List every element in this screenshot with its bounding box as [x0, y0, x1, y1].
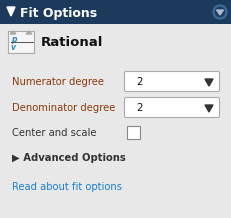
Text: v: v [11, 43, 16, 51]
Polygon shape [26, 31, 32, 34]
Text: Read about fit options: Read about fit options [12, 182, 122, 192]
FancyBboxPatch shape [0, 24, 231, 218]
Text: 2: 2 [136, 103, 142, 113]
Text: Numerator degree: Numerator degree [12, 77, 104, 87]
Text: Fit Options: Fit Options [20, 7, 97, 19]
FancyBboxPatch shape [125, 97, 219, 118]
Text: ▶ Advanced Options: ▶ Advanced Options [12, 153, 126, 163]
Text: Center and scale: Center and scale [12, 128, 97, 138]
FancyBboxPatch shape [8, 31, 34, 53]
Polygon shape [7, 7, 15, 16]
Text: Rational: Rational [41, 36, 103, 49]
Circle shape [213, 5, 227, 19]
FancyBboxPatch shape [0, 0, 231, 24]
FancyBboxPatch shape [127, 126, 140, 139]
Text: Denominator degree: Denominator degree [12, 103, 115, 113]
Polygon shape [216, 10, 224, 15]
Text: p: p [11, 34, 16, 44]
Polygon shape [10, 31, 16, 34]
Circle shape [216, 7, 225, 17]
FancyBboxPatch shape [125, 72, 219, 92]
Polygon shape [205, 79, 213, 86]
Polygon shape [205, 105, 213, 112]
Text: 2: 2 [136, 77, 142, 87]
